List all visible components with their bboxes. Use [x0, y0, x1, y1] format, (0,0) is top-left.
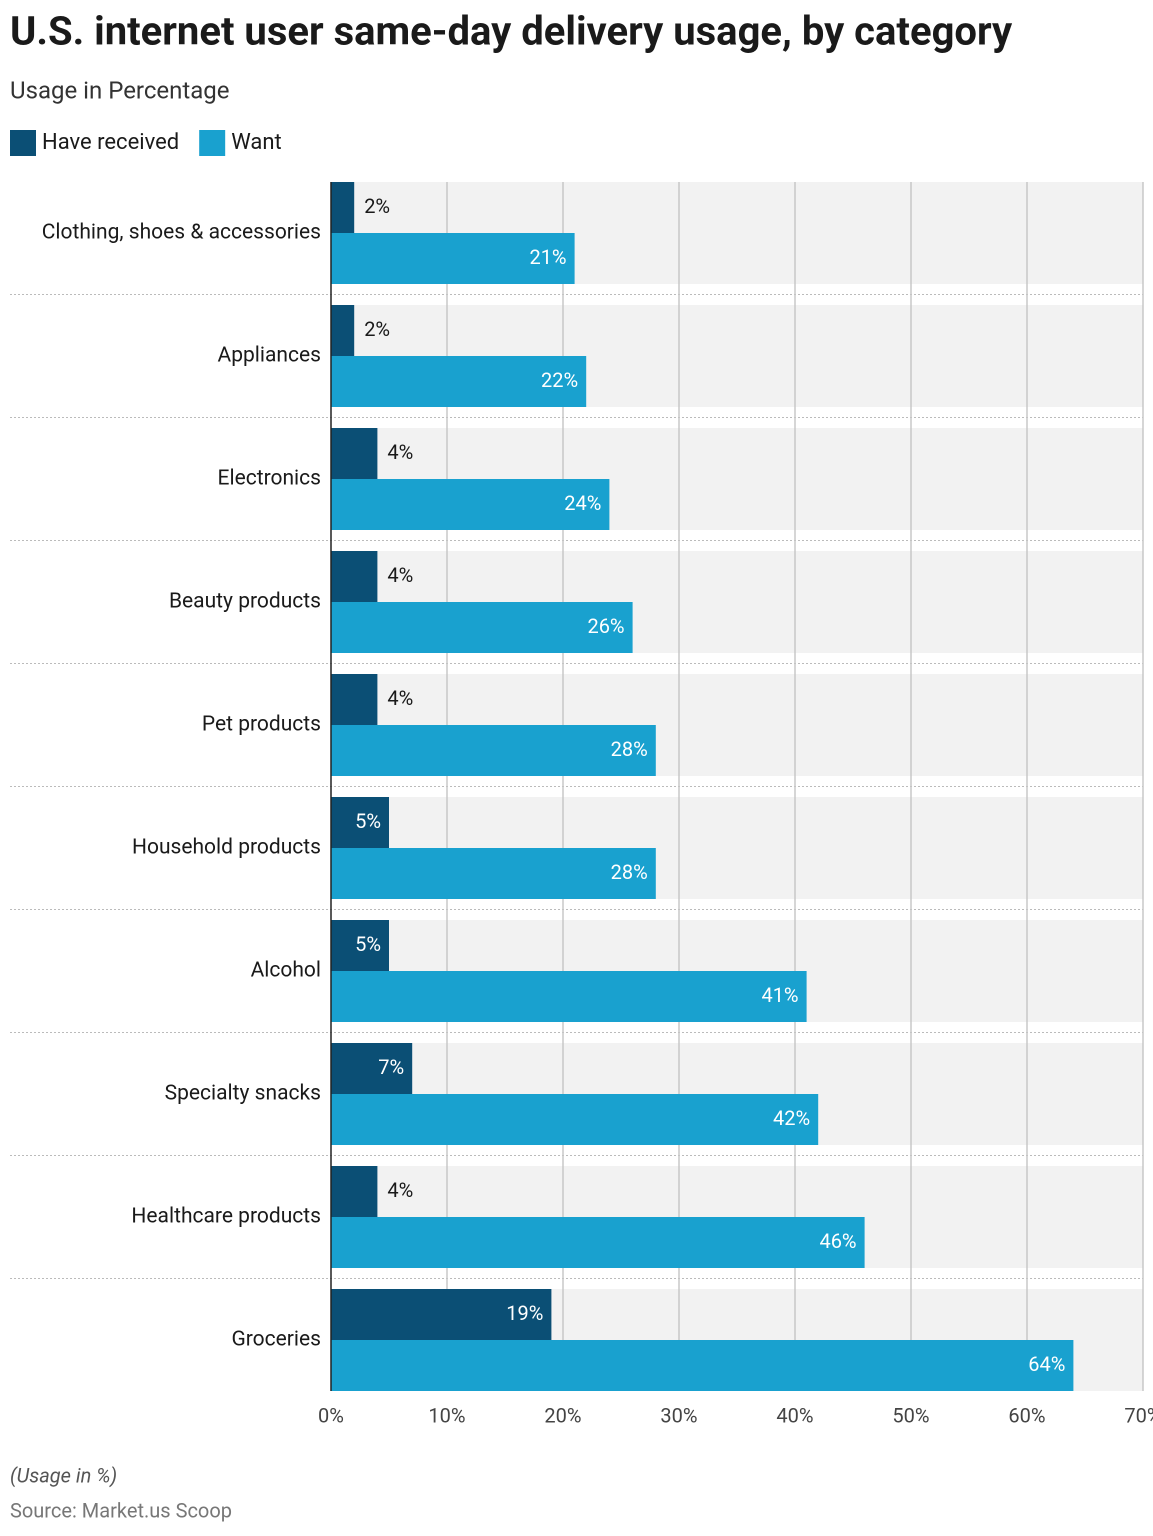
legend-label: Want [231, 130, 281, 155]
value-label: 64% [1028, 1352, 1065, 1376]
bar [331, 971, 807, 1022]
value-label: 4% [387, 563, 413, 587]
value-label: 5% [355, 932, 381, 956]
bar [331, 1094, 819, 1145]
y-tick-label: Healthcare products [131, 1205, 321, 1229]
bar [331, 797, 389, 848]
bar [331, 356, 587, 407]
value-label: 2% [364, 194, 390, 218]
value-label: 2% [364, 317, 390, 341]
value-label: 41% [761, 983, 798, 1007]
bar [331, 182, 355, 233]
bar [331, 1166, 378, 1217]
legend-swatch [199, 130, 226, 156]
value-label: 46% [819, 1229, 856, 1253]
bar [331, 428, 378, 479]
x-tick-label: 50% [892, 1403, 929, 1427]
bar [331, 1043, 413, 1094]
legend-swatch [10, 130, 36, 156]
value-label: 5% [355, 809, 381, 833]
chart-title: U.S. internet user same-day delivery usa… [10, 8, 1013, 55]
value-label: 19% [506, 1301, 543, 1325]
bar [331, 602, 633, 653]
bar [331, 551, 378, 602]
y-tick-label: Pet products [202, 713, 321, 737]
bar [331, 848, 656, 899]
y-tick-label: Groceries [231, 1328, 321, 1352]
value-label: 22% [541, 368, 578, 392]
y-tick-label: Clothing, shoes & accessories [42, 221, 321, 245]
value-label: 4% [387, 1178, 413, 1202]
bar [331, 674, 378, 725]
value-label: 28% [611, 860, 648, 884]
x-tick-label: 0% [318, 1403, 344, 1427]
value-label: 4% [387, 440, 413, 464]
x-tick-label: 30% [660, 1403, 697, 1427]
y-tick-label: Specialty snacks [165, 1082, 321, 1106]
value-label: 42% [773, 1106, 810, 1130]
value-label: 24% [564, 491, 601, 515]
value-label: 28% [611, 737, 648, 761]
x-tick-label: 10% [428, 1403, 465, 1427]
bar [331, 1289, 552, 1340]
x-tick-label: 20% [544, 1403, 581, 1427]
bar [331, 479, 610, 530]
y-tick-label: Appliances [218, 344, 321, 368]
bar [331, 233, 575, 284]
value-label: 7% [378, 1055, 404, 1079]
source: Source: Market.us Scoop [10, 1498, 232, 1522]
y-tick-label: Electronics [218, 467, 321, 491]
value-label: 21% [529, 245, 566, 269]
value-label: 26% [587, 614, 624, 638]
bar [331, 305, 355, 356]
bar [331, 920, 389, 971]
bar [331, 725, 656, 776]
value-label: 4% [387, 686, 413, 710]
x-tick-label: 40% [776, 1403, 813, 1427]
chart-subtitle: Usage in Percentage [10, 76, 229, 104]
note: (Usage in %) [10, 1463, 117, 1487]
y-tick-label: Alcohol [251, 959, 321, 983]
x-tick-label: 60% [1008, 1403, 1045, 1427]
y-tick-label: Household products [132, 836, 321, 860]
y-tick-label: Beauty products [169, 590, 321, 614]
x-tick-label: 70% [1124, 1403, 1153, 1427]
legend-label: Have received [42, 130, 179, 155]
bar [331, 1340, 1074, 1391]
bar [331, 1217, 865, 1268]
